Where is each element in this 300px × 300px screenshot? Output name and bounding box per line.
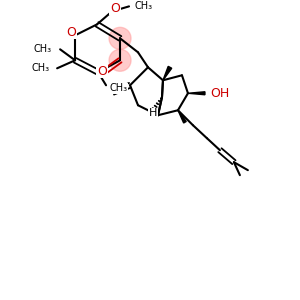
Text: O: O [66, 26, 76, 39]
Circle shape [109, 27, 131, 49]
Text: CH₃: CH₃ [31, 63, 49, 73]
Text: OH: OH [210, 87, 229, 100]
Text: O: O [97, 65, 107, 78]
Polygon shape [163, 66, 172, 80]
Circle shape [109, 49, 131, 71]
Text: O: O [110, 2, 120, 15]
Text: CH₃: CH₃ [109, 83, 127, 93]
Polygon shape [188, 92, 205, 95]
Polygon shape [178, 110, 186, 123]
Text: CH₃: CH₃ [134, 2, 152, 11]
Text: H: H [149, 108, 157, 118]
Text: CH₃: CH₃ [34, 44, 52, 54]
